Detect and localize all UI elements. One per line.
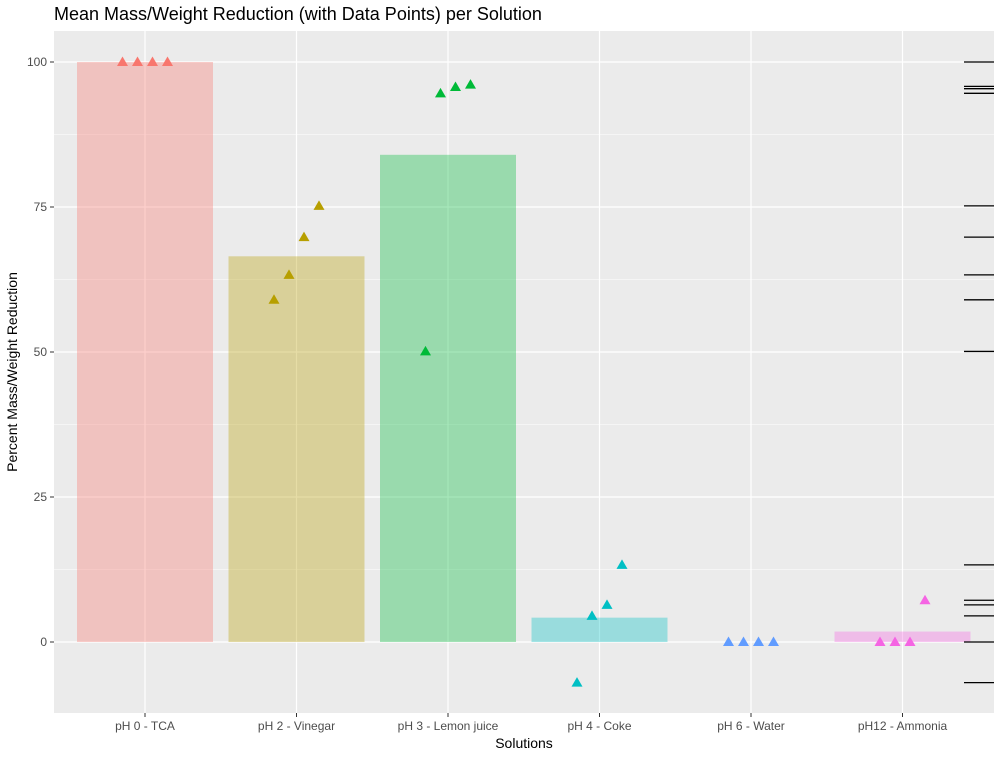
y-tick-label: 100 xyxy=(27,55,47,69)
data-point xyxy=(465,79,476,89)
data-point xyxy=(601,599,613,609)
data-point xyxy=(738,636,749,646)
data-point xyxy=(313,200,325,210)
bars xyxy=(77,62,971,643)
data-point xyxy=(162,56,173,66)
data-point xyxy=(753,636,764,646)
data-point xyxy=(435,87,446,98)
x-tick-label: pH 3 - Lemon juice xyxy=(398,719,499,733)
data-point xyxy=(889,636,901,646)
data-point xyxy=(450,81,461,91)
x-tick-label: pH 4 - Coke xyxy=(567,719,631,733)
data-point xyxy=(616,559,628,569)
plot-panel xyxy=(54,31,994,713)
y-tick-label: 25 xyxy=(34,490,48,504)
bar-1 xyxy=(77,62,213,642)
data-point xyxy=(874,636,886,646)
data-point xyxy=(420,345,431,356)
bar-4 xyxy=(531,617,668,642)
data-point xyxy=(147,56,158,66)
data-point xyxy=(723,636,734,646)
major-gridlines xyxy=(54,31,994,713)
bar-3 xyxy=(380,154,516,643)
data-points xyxy=(117,56,931,687)
data-point xyxy=(586,610,598,620)
x-axis-title: Solutions xyxy=(495,735,553,751)
data-point xyxy=(298,231,310,242)
y-axis: 0 25 50 75 100 xyxy=(27,55,54,649)
x-axis: pH 0 - TCA pH 2 - Vinegar pH 3 - Lemon jui… xyxy=(115,713,948,733)
x-tick-label: pH12 - Ammonia xyxy=(858,719,948,733)
data-point xyxy=(571,677,583,687)
data-point xyxy=(768,636,779,646)
x-tick-label: pH 2 - Vinegar xyxy=(258,719,335,733)
y-axis-title: Percent Mass/Weight Reduction xyxy=(4,272,20,472)
bar-6 xyxy=(834,631,971,642)
x-tick-label: pH 0 - TCA xyxy=(115,719,175,733)
y-tick-label: 50 xyxy=(34,345,48,359)
y-tick-label: 75 xyxy=(34,200,48,214)
data-point xyxy=(268,294,280,304)
chart-title: Mean Mass/Weight Reduction (with Data Po… xyxy=(54,4,542,24)
bar-2 xyxy=(228,256,365,642)
rug-marks xyxy=(964,61,994,684)
x-tick-label: pH 6 - Water xyxy=(717,719,785,733)
data-point xyxy=(132,56,143,66)
minor-gridlines xyxy=(54,134,994,715)
y-tick-label: 0 xyxy=(40,635,47,649)
data-point xyxy=(283,269,295,279)
data-point xyxy=(904,636,916,646)
data-point xyxy=(117,56,128,66)
data-point xyxy=(919,594,931,605)
